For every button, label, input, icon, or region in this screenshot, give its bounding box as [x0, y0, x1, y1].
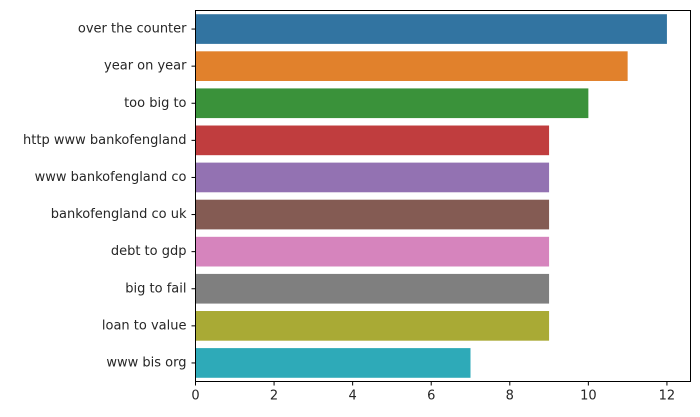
- x-tick-label: 12: [659, 389, 676, 404]
- bar-8: [195, 311, 550, 341]
- y-tick-label: bankofengland co uk: [51, 207, 187, 222]
- bar-5: [195, 199, 550, 230]
- x-tick-label: 6: [427, 389, 435, 404]
- y-tick-label: over the counter: [78, 22, 187, 37]
- y-tick-label: too big to: [124, 96, 186, 111]
- y-tick-label: http www bankofengland: [23, 133, 186, 148]
- y-tick-label: year on year: [104, 59, 187, 74]
- bar-3: [195, 125, 550, 156]
- plot-frame: [195, 10, 691, 382]
- x-tick-label: 2: [270, 389, 278, 404]
- y-tick-label: big to fail: [125, 281, 186, 296]
- x-tick-label: 10: [580, 389, 597, 404]
- bar-7: [195, 273, 550, 304]
- bar-0: [195, 14, 667, 44]
- y-tick-label: www bis org: [106, 355, 186, 370]
- bar-6: [195, 236, 550, 267]
- y-tick-label: debt to gdp: [111, 244, 187, 259]
- y-tick-label: loan to value: [102, 318, 187, 333]
- bar-2: [195, 88, 589, 119]
- x-tick-label: 8: [506, 389, 514, 404]
- y-tick-label: www bankofengland co: [35, 170, 187, 185]
- x-tick-label: 4: [349, 389, 357, 404]
- bar-4: [195, 162, 550, 193]
- x-tick-label: 0: [191, 389, 199, 404]
- bar-1: [195, 51, 628, 81]
- x-ticks: 0 2 4 6 8 10 12: [191, 381, 676, 404]
- bar-9: [195, 348, 471, 378]
- bars-group: [195, 14, 667, 378]
- y-tick-labels: over the counter year on year too big to ht…: [23, 22, 196, 370]
